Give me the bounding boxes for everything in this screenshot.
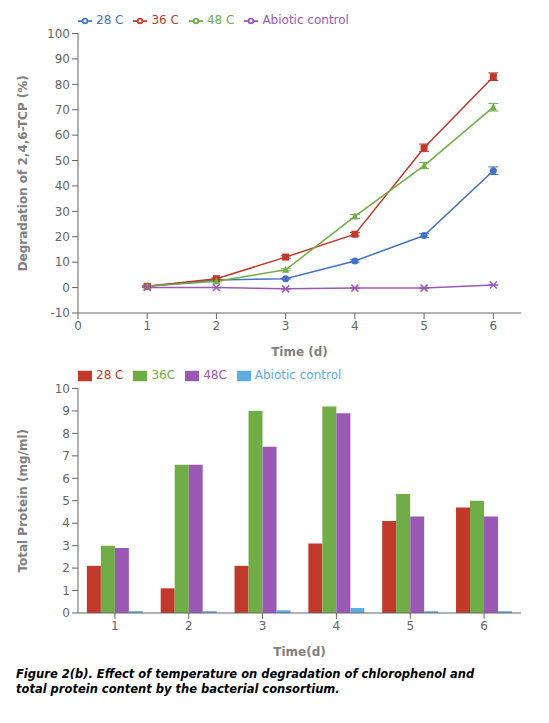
svg-text:7: 7 [62,449,70,463]
svg-text:2: 2 [213,319,221,333]
svg-text:0: 0 [62,606,70,620]
svg-text:5: 5 [420,319,428,333]
html-text:48 C: 48 C [206,13,235,27]
svg-text:Total Protein (mg/ml): Total Protein (mg/ml) [16,429,30,573]
svg-text:9: 9 [62,404,70,418]
svg-text:0: 0 [74,319,82,333]
html-text:Figure 2(b). Effect of tempera: Figure 2(b). Effect of temperature on de… [16,667,475,681]
svg-text:Time (d): Time (d) [271,345,328,359]
svg-text:3: 3 [259,619,267,633]
svg-text:Degradation of 2,4,6-TCP (%): Degradation of 2,4,6-TCP (%) [16,75,30,271]
svg-text:3: 3 [62,539,70,553]
svg-text:6: 6 [489,319,497,333]
svg-text:40: 40 [55,179,70,193]
svg-text:2: 2 [185,619,193,633]
svg-text:10: 10 [55,255,70,269]
svg-text:2: 2 [62,561,70,575]
html-text:28 C: 28 C [96,13,124,27]
html-text:28 C: 28 C [96,368,124,382]
svg-text:90: 90 [55,52,70,66]
html-text:48C: 48C [203,368,227,382]
svg-text:20: 20 [55,230,70,244]
svg-text:0: 0 [62,281,70,295]
svg-text:4: 4 [351,319,359,333]
svg-text:5: 5 [406,619,414,633]
svg-text:4: 4 [62,516,70,530]
svg-text:60: 60 [55,128,70,142]
svg-text:10: 10 [55,382,70,396]
svg-text:8: 8 [62,427,70,441]
svg-text:100: 100 [47,27,70,41]
svg-text:6: 6 [62,472,70,486]
html-text:36C: 36C [151,368,176,382]
html-text:Abiotic control: Abiotic control [254,368,342,382]
svg-text:1: 1 [62,584,70,598]
html-text:Abiotic control: Abiotic control [262,13,349,27]
html-text:36 C: 36 C [151,13,179,27]
svg-text:70: 70 [55,103,70,117]
svg-text:6: 6 [480,619,488,633]
svg-text:-10: -10 [50,306,70,320]
svg-text:4: 4 [333,619,341,633]
svg-text:5: 5 [62,494,70,508]
svg-text:Time(d): Time(d) [273,645,326,659]
svg-text:1: 1 [111,619,119,633]
svg-text:30: 30 [55,205,70,219]
html-text:total protein content by the b: total protein content by the bacterial c… [16,682,340,696]
svg-text:50: 50 [55,154,70,168]
svg-text:80: 80 [55,78,70,92]
svg-text:3: 3 [282,319,290,333]
svg-text:1: 1 [143,319,151,333]
